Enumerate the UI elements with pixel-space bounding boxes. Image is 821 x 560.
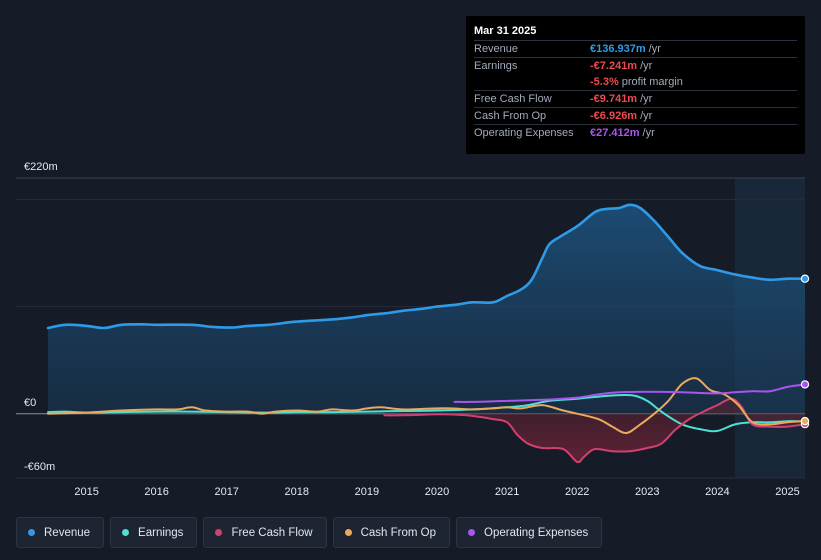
tooltip-panel: Mar 31 2025 Revenue €136.937m/yr Earnings -… <box>466 16 805 154</box>
legend-dot-icon <box>122 529 130 536</box>
tooltip-row: Cash From Op -€6.926m/yr <box>474 107 797 124</box>
operating-expenses-line <box>453 383 806 403</box>
free-cash-flow-line <box>383 397 806 464</box>
legend-item-earnings[interactable]: Earnings <box>110 517 198 548</box>
cash-from-op-endpoint <box>800 416 810 426</box>
tooltip-row-value: -5.3% <box>590 76 619 88</box>
legend-dot-icon <box>215 529 223 536</box>
legend-label: Free Cash Flow <box>231 526 313 539</box>
legend-item-operating-expenses[interactable]: Operating Expenses <box>456 517 603 548</box>
x-tick-label: 2025 <box>775 486 799 498</box>
operating-expenses-endpoint <box>800 380 810 389</box>
tooltip-row: Operating Expenses €27.412m/yr <box>474 124 797 141</box>
tooltip-row: Earnings -€7.241m/yr <box>474 57 797 74</box>
y-axis-top-label: €220m <box>24 161 58 173</box>
tooltip-row-value: €27.412m <box>590 127 640 139</box>
tooltip-row-label <box>474 74 590 90</box>
tooltip-row-unit: /yr <box>642 127 655 139</box>
earnings-line <box>47 393 806 433</box>
x-tick-label: 2022 <box>565 486 589 498</box>
tooltip-row: -5.3% profit margin <box>474 74 797 90</box>
tooltip-row-value: €136.937m <box>590 43 646 55</box>
y-axis-bottom-label: -€60m <box>24 461 55 473</box>
tooltip-row-unit: profit margin <box>621 76 683 88</box>
tooltip-row-unit: /yr <box>648 43 661 55</box>
legend-label: Cash From Op <box>360 526 437 539</box>
tooltip-row-label: Free Cash Flow <box>474 93 552 105</box>
tooltip-row: Revenue €136.937m/yr <box>474 40 797 57</box>
tooltip-row-value: -€9.741m <box>590 93 638 105</box>
tooltip-date: Mar 31 2025 <box>474 25 537 37</box>
legend-label: Revenue <box>44 526 91 539</box>
tooltip-row-label: Revenue <box>474 43 519 55</box>
x-tick-label: 2016 <box>144 486 168 498</box>
x-tick-label: 2024 <box>705 486 729 498</box>
tooltip-row-value: -€6.926m <box>590 110 638 122</box>
y-axis-zero-label: €0 <box>24 397 36 409</box>
tooltip-row-label: Cash From Op <box>474 110 547 122</box>
x-tick-label: 2015 <box>74 486 98 498</box>
x-tick-label: 2017 <box>214 486 238 498</box>
legend-item-revenue[interactable]: Revenue <box>16 517 105 548</box>
legend-dot-icon <box>344 529 352 536</box>
legend: Revenue Earnings Free Cash Flow Cash From O… <box>16 517 603 549</box>
tooltip-row-value: -€7.241m <box>590 60 638 72</box>
x-tick-label: 2019 <box>355 486 379 498</box>
x-tick-label: 2020 <box>425 486 449 498</box>
tooltip-row-unit: /yr <box>640 110 653 122</box>
legend-dot-icon <box>28 529 35 536</box>
cash-from-op-line <box>47 377 806 435</box>
legend-label: Earnings <box>138 526 184 539</box>
legend-dot-icon <box>468 529 476 536</box>
revenue-line <box>46 203 807 330</box>
tooltip-row-label: Earnings <box>474 60 518 72</box>
revenue-endpoint <box>800 274 810 283</box>
tooltip-row-unit: /yr <box>640 93 653 105</box>
tooltip-row: Free Cash Flow -€9.741m/yr <box>474 90 797 107</box>
tooltip-row-label: Operating Expenses <box>474 127 574 139</box>
x-tick-label: 2023 <box>635 486 659 498</box>
tooltip-row-unit: /yr <box>640 60 653 72</box>
x-tick-label: 2021 <box>495 486 519 498</box>
legend-label: Operating Expenses <box>484 526 589 539</box>
legend-item-cash-from-op[interactable]: Cash From Op <box>332 517 451 548</box>
free-cash-flow-area <box>384 398 805 463</box>
legend-item-free-cash-flow[interactable]: Free Cash Flow <box>203 517 327 548</box>
x-tick-label: 2018 <box>285 486 309 498</box>
